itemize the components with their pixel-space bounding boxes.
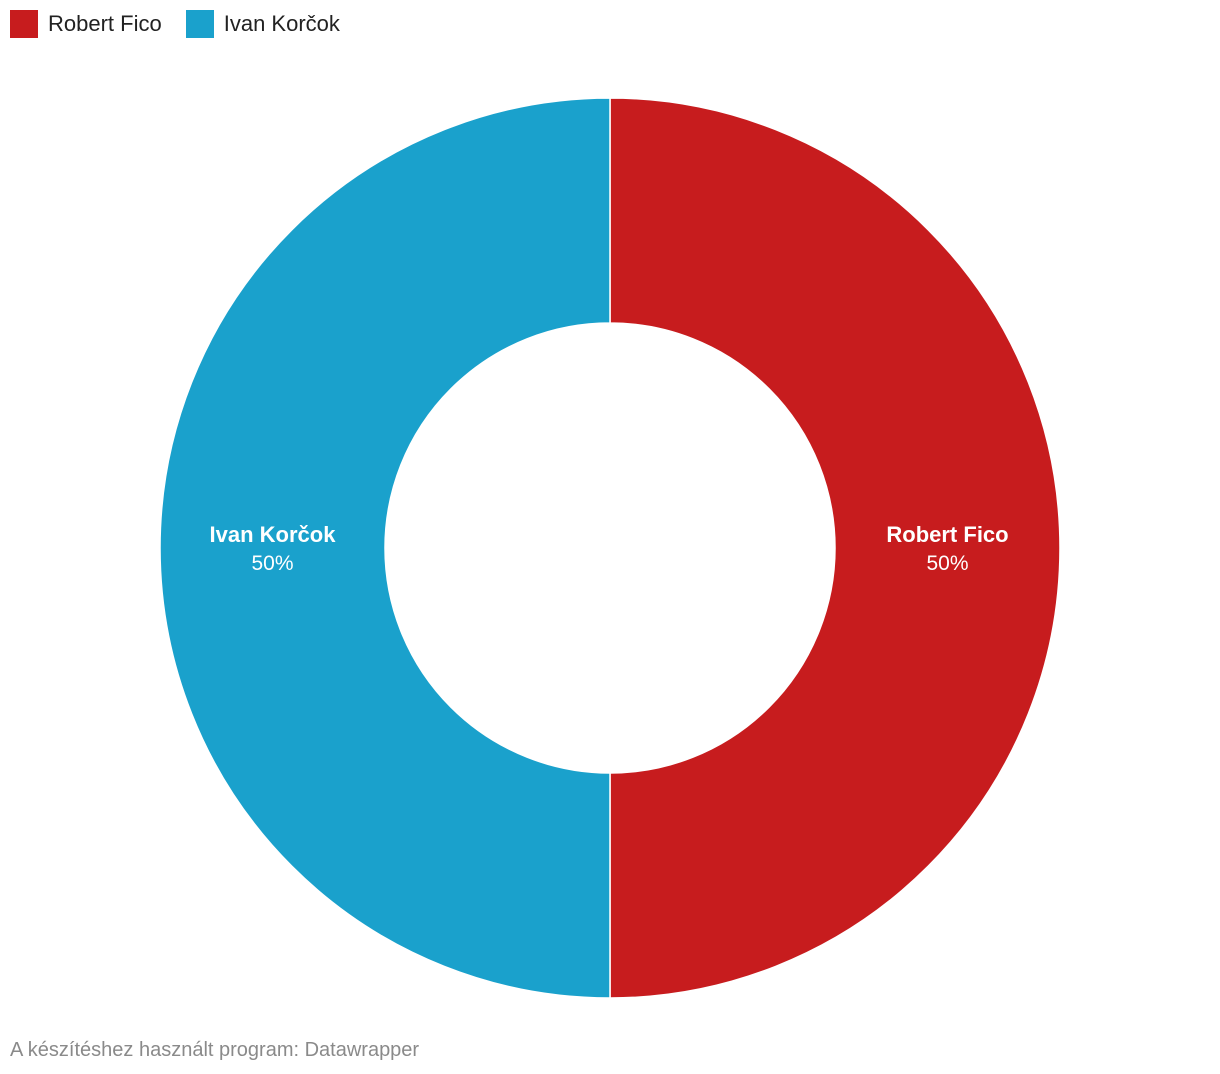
legend-label: Ivan Korčok xyxy=(223,11,340,36)
legend-item-robert-fico[interactable]: Robert Fico xyxy=(10,10,162,38)
slice-ivan-korcok[interactable] xyxy=(159,97,611,999)
donut-labels: Robert Fico 50% Ivan Korčok 50% xyxy=(210,522,1009,575)
chart-legend: Robert Fico Ivan Korčok xyxy=(10,9,364,39)
donut-slices xyxy=(159,97,1061,999)
legend-swatch-ivan-korcok xyxy=(185,10,214,38)
legend-swatch-robert-fico xyxy=(10,10,38,38)
slice-value-robert-fico: 50% xyxy=(926,552,968,575)
slice-label-robert-fico: Robert Fico xyxy=(886,522,1008,547)
legend-item-ivan-korcok[interactable]: Ivan Korčok xyxy=(185,10,340,38)
slice-robert-fico[interactable] xyxy=(609,97,1061,999)
slice-value-ivan-korcok: 50% xyxy=(251,552,293,575)
slice-label-ivan-korcok: Ivan Korčok xyxy=(210,522,337,547)
footer-credit: A készítéshez használt program: Datawrap… xyxy=(10,1039,420,1061)
legend-label: Robert Fico xyxy=(48,11,162,36)
